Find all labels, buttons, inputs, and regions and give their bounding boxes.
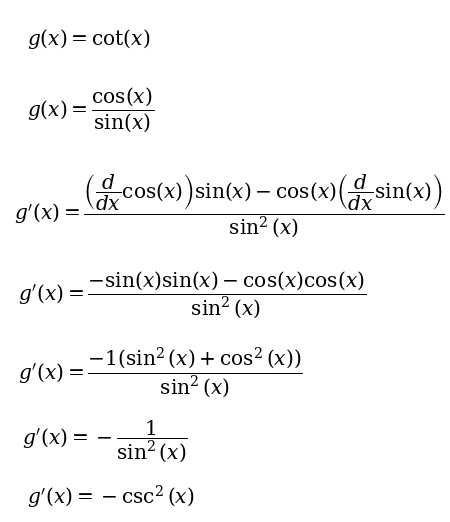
Text: $g'(x) = \dfrac{\left(\dfrac{d}{dx}\cos(x)\right)\sin(x) - \cos(x)\left(\dfrac{d: $g'(x) = \dfrac{\left(\dfrac{d}{dx}\cos(… [14,173,445,240]
Text: $g'(x) = \dfrac{-1(\sin^2(x) + \cos^2(x))}{\sin^2(x)}$: $g'(x) = \dfrac{-1(\sin^2(x) + \cos^2(x)… [18,346,303,400]
Text: $g'(x) = \dfrac{-\sin(x)\sin(x) - \cos(x)\cos(x)}{\sin^2(x)}$: $g'(x) = \dfrac{-\sin(x)\sin(x) - \cos(x… [18,269,366,321]
Text: $g'(x) = -\csc^2(x)$: $g'(x) = -\csc^2(x)$ [27,483,194,511]
Text: $g(x) = \cot(x)$: $g(x) = \cot(x)$ [27,27,150,51]
Text: $g(x) = \dfrac{\cos(x)}{\sin(x)}$: $g(x) = \dfrac{\cos(x)}{\sin(x)}$ [27,85,154,134]
Text: $g'(x) = -\dfrac{1}{\sin^2(x)}$: $g'(x) = -\dfrac{1}{\sin^2(x)}$ [22,418,189,464]
